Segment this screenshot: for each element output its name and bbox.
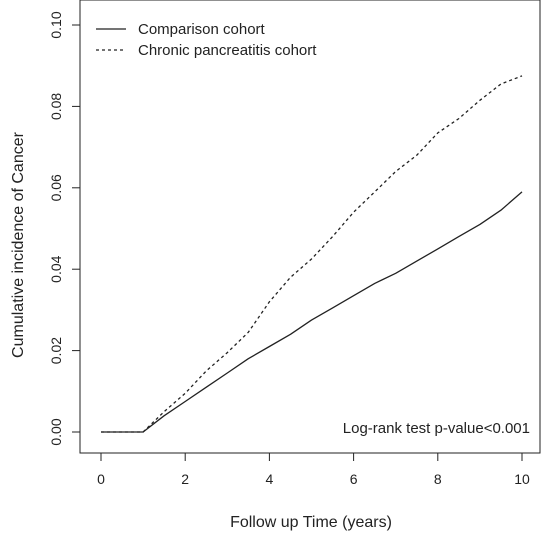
series-line-comparison xyxy=(101,191,523,433)
legend-label-comparison: Comparison cohort xyxy=(138,21,266,38)
y-axis-title: Cumulative incidence of Cancer xyxy=(10,131,27,358)
x-tick-label: 2 xyxy=(181,471,189,487)
series-layer xyxy=(101,75,523,433)
log-rank-annotation: Log-rank test p-value<0.001 xyxy=(343,420,530,437)
y-tick-label: 0.02 xyxy=(48,337,64,364)
x-tick-label: 8 xyxy=(434,471,442,487)
y-axis: 0.00 0.02 0.04 0.06 0.08 0.10 xyxy=(48,11,81,446)
legend: Comparison cohort Chronic pancreatitis c… xyxy=(96,21,317,59)
series-line-chronic-pancreatitis xyxy=(101,75,523,433)
x-tick-label: 6 xyxy=(350,471,358,487)
x-tick-label: 4 xyxy=(266,471,274,487)
y-tick-label: 0.04 xyxy=(48,255,64,282)
plot-frame xyxy=(79,0,541,454)
y-tick-label: 0.10 xyxy=(48,11,64,38)
y-tick-label: 0.06 xyxy=(48,174,64,201)
x-axis-title: Follow up Time (years) xyxy=(230,514,392,531)
x-tick-label: 10 xyxy=(514,471,530,487)
x-tick-label: 0 xyxy=(97,471,105,487)
legend-label-chronic-pancreatitis: Chronic pancreatitis cohort xyxy=(138,42,317,59)
y-tick-label: 0.08 xyxy=(48,93,64,120)
x-axis: 0 2 4 6 8 10 xyxy=(97,452,530,487)
y-tick-label: 0.00 xyxy=(48,418,64,445)
